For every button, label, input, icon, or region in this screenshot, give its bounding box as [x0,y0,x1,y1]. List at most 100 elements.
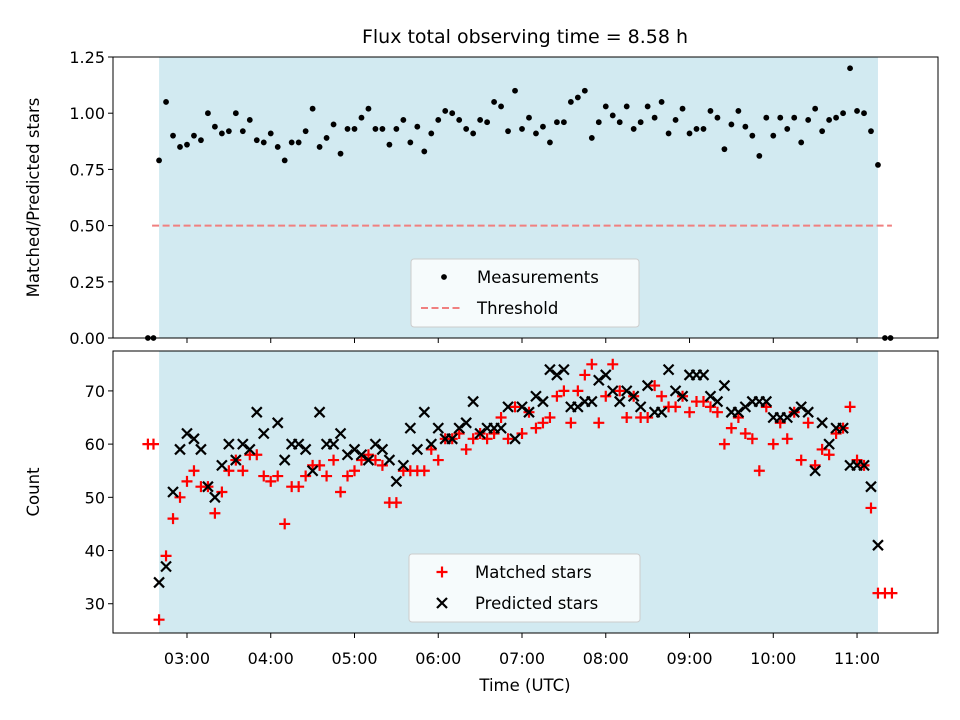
matched-stars-point [732,412,744,424]
measurement-point [875,162,881,168]
matched-stars-point [237,465,249,477]
measurement-point [581,87,588,94]
measurement-point [595,119,602,126]
predicted-stars-point [781,411,794,424]
matched-stars-point [467,433,479,445]
legend-x-marker [436,597,448,609]
predicted-stars-point [292,438,305,450]
measurement-point [393,126,400,132]
matched-stars-point [174,491,186,503]
matched-stars-point [697,396,709,408]
measurement-point [442,108,449,114]
predicted-stars-point [711,395,724,408]
predicted-stars-point [432,422,445,434]
y-tick-label: 0.75 [69,160,105,179]
matched-stars-point [369,454,381,466]
matched-stars-point [502,433,514,445]
predicted-stars-point [516,401,528,413]
matched-stars-point [684,406,696,418]
measurement-point [456,117,463,123]
matched-stars-point [830,427,842,439]
matched-stars-point [760,401,772,413]
matched-stars-point [488,427,500,439]
measurement-point [868,128,874,135]
predicted-stars-point [669,385,682,397]
measurement-point [212,123,218,130]
measurement-point [205,110,211,117]
measurement-point [700,126,707,132]
measurement-point [288,139,295,146]
matched-stars-point [753,465,765,477]
measurement-point [505,128,511,135]
measurement-point [218,130,225,137]
matched-stars-point [223,465,235,477]
measurement-point [567,99,574,105]
predicted-stars-point [558,363,570,376]
legend-label: Measurements [477,268,599,287]
measurement-point [337,150,344,157]
matched-stars-point [160,550,172,562]
predicted-stars-point [606,385,619,397]
measurement-point [177,144,183,150]
predicted-stars-point [816,417,828,429]
predicted-stars-point [655,406,668,418]
x-tick-label: 11:00 [834,649,880,668]
matched-stars-point [328,454,340,466]
predicted-stars-point [474,427,486,440]
measurement-point [246,117,253,123]
top-y-axis-label: Matched/Predicted stars [24,98,43,298]
measurement-point [651,114,658,121]
measurement-point [616,119,623,126]
measurement-point [602,103,609,110]
measurement-point [784,126,791,132]
matched-stars-point [300,470,312,482]
matched-stars-point [481,433,493,445]
matched-stars-point [718,438,730,450]
measurement-point [665,130,672,137]
predicted-stars-point [418,406,431,418]
predicted-stars-point [397,459,410,472]
x-tick-label: 03:00 [164,649,210,668]
measurement-point [498,103,504,110]
matched-stars-point [460,443,472,455]
measurement-point [658,99,665,105]
measurement-point [351,126,358,132]
measurement-point [679,105,686,112]
predicted-stars-point [530,390,542,403]
predicted-stars-point [795,401,807,413]
measurement-point [791,114,798,121]
predicted-stars-point [620,385,633,397]
predicted-stars-point [278,454,291,466]
predicted-stars-point [223,438,235,450]
matched-stars-point [453,427,465,439]
measurement-point [854,108,860,114]
matched-stars-point [844,401,856,413]
predicted-stars-point [376,443,389,456]
measurement-point [533,130,539,137]
matched-stars-point [272,470,284,482]
matched-stars-point [390,497,402,509]
predicted-stars-point [704,390,717,403]
predicted-stars-point [523,406,535,418]
predicted-stars-point [209,491,221,504]
measurement-point [826,117,833,123]
matched-stars-point [586,358,598,370]
predicted-stars-point [613,395,626,408]
measurement-point [735,108,742,114]
y-tick-label: 40 [85,542,105,561]
measurement-point [449,110,456,117]
measurement-point [721,146,728,153]
legend-label: Threshold [476,299,558,318]
y-tick-label: 0.50 [69,217,105,236]
measurement-point [309,105,316,112]
measurement-point [198,137,204,144]
matched-stars-point [495,412,507,424]
predicted-stars-point [572,401,584,413]
predicted-stars-point [411,443,424,456]
measurement-point [693,126,700,132]
measurement-point [637,119,644,126]
measurement-point [728,121,735,128]
x-tick-label: 06:00 [415,649,461,668]
measurement-point [644,103,651,110]
predicted-stars-point [453,422,465,434]
